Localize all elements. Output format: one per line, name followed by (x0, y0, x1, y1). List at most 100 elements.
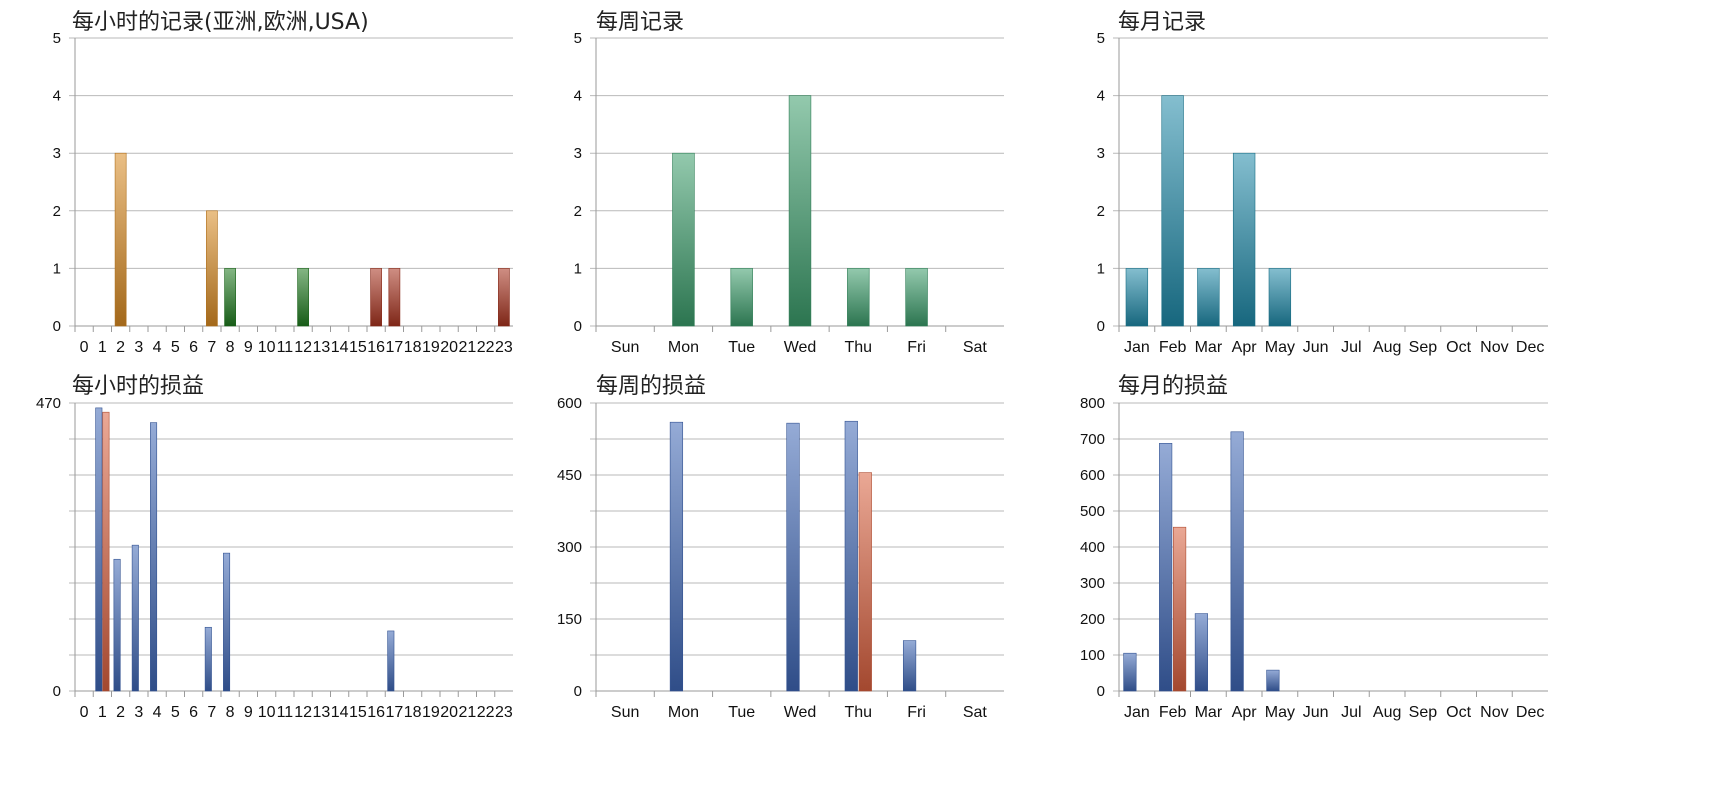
x-tick-label: 9 (244, 339, 253, 356)
x-tick-label: Jan (1124, 339, 1150, 356)
bar (1266, 669, 1280, 692)
y-tick-label: 0 (574, 683, 582, 700)
y-tick-label: 150 (557, 611, 582, 628)
x-tick-label: Fri (907, 704, 926, 721)
x-tick-label: Dec (1516, 339, 1544, 356)
x-tick-label: 21 (458, 339, 476, 356)
x-tick-label: 3 (134, 704, 143, 721)
x-tick-label: Jul (1341, 704, 1361, 721)
x-tick-label: Jun (1303, 704, 1329, 721)
x-tick-label: 14 (331, 339, 349, 356)
x-tick-label: 13 (312, 339, 330, 356)
chart-monthly-records: 0 1 2 3 4 5 Jan Feb Mar Apr May Jun Jul Aug Sep Oct Nov D… (1097, 30, 1548, 356)
x-tick-label: Sun (611, 339, 639, 356)
bar (498, 268, 510, 327)
x-tick-label: 14 (331, 704, 349, 721)
x-tick-label: Dec (1516, 704, 1544, 721)
chart-title: 每小时的记录(亚洲,欧洲,USA) (72, 10, 369, 35)
y-tick-label: 600 (1080, 467, 1105, 484)
x-tick-label: 19 (422, 339, 440, 356)
chart-panel-monthly-records: 每月记录 0 1 2 3 4 5 Jan Feb Mar Apr May Jun Jul Aug Sep Oc… (1097, 0, 1720, 400)
bar (1197, 268, 1220, 327)
x-tick-label: 20 (440, 339, 458, 356)
x-tick-label: 19 (422, 704, 440, 721)
chart-panel-monthly-pnl: 每月的损益 0 100 200 300 400 500 600 700 800 Jan Feb Mar… (1080, 374, 1720, 800)
bar (902, 640, 917, 692)
bar (114, 152, 127, 327)
bar (150, 422, 158, 692)
x-tick-label: Tue (728, 704, 755, 721)
x-tick-label: Mon (668, 704, 699, 721)
x-tick-label: Fri (907, 339, 926, 356)
bar (388, 268, 401, 327)
x-tick-label: Apr (1232, 339, 1258, 356)
y-tick-label: 4 (574, 88, 582, 105)
chart-monthly-pnl: 0 100 200 300 400 500 600 700 800 Jan Feb Mar Apr May… (1080, 395, 1548, 721)
bar (1232, 152, 1256, 327)
x-tick-label: Sep (1409, 339, 1438, 356)
x-tick-label: Jul (1341, 339, 1361, 356)
bar (730, 268, 753, 327)
y-tick-label: 5 (53, 30, 61, 47)
chart-panel-hourly-records: 每小时的记录(亚洲,欧洲,USA) 0 1 2 3 4 5 0 1 2 3 4 5 6 7 8 9 10 11 12… (0, 0, 570, 400)
bar (370, 268, 382, 327)
bar (1125, 268, 1149, 327)
x-tick-label: 22 (477, 339, 495, 356)
bar (847, 268, 870, 327)
y-tick-label: 5 (1097, 30, 1105, 47)
bar (95, 407, 103, 692)
x-tick-label: Apr (1232, 704, 1258, 721)
bar (1194, 613, 1208, 692)
y-tick-label: 700 (1080, 431, 1105, 448)
y-tick-label: 4 (1097, 88, 1105, 105)
x-tick-label: 15 (349, 339, 367, 356)
x-tick-label: 1 (98, 704, 107, 721)
bar (131, 544, 139, 692)
bar (1123, 652, 1137, 692)
chart-panel-weekly-records: 每周记录 0 1 2 3 4 5 Sun Mon Tue Wed Thu Fri Sat (570, 0, 1140, 400)
x-tick-label: 2 (116, 339, 125, 356)
x-tick-label: 20 (440, 704, 458, 721)
bar (1161, 95, 1184, 327)
x-tick-label: Wed (784, 704, 817, 721)
x-tick-label: 8 (226, 339, 235, 356)
y-tick-label: 100 (1080, 647, 1105, 664)
bar (788, 95, 812, 327)
y-tick-label: 2 (53, 203, 61, 220)
x-tick-label: Jan (1124, 704, 1150, 721)
bar (669, 421, 684, 692)
y-tick-label: 800 (1080, 395, 1105, 412)
bar (102, 411, 110, 692)
x-tick-label: Tue (728, 339, 755, 356)
bar (113, 558, 121, 692)
x-tick-label: 7 (207, 704, 216, 721)
chart-panel-hourly-pnl: 每小时的损益 0 470 0 1 2 3 4 5 6 7 8 9 10 11 12 13 14 15 16 17 18 1… (0, 374, 570, 800)
bar (224, 268, 236, 327)
x-tick-label: 5 (171, 704, 180, 721)
x-tick-label: Oct (1446, 704, 1471, 721)
bar (1268, 268, 1292, 327)
x-tick-label: 17 (385, 339, 403, 356)
x-tick-label: 12 (294, 339, 312, 356)
x-tick-label: 3 (134, 339, 143, 356)
x-tick-label: May (1265, 704, 1295, 721)
x-tick-label: 9 (244, 704, 253, 721)
x-tick-label: 0 (80, 704, 89, 721)
bar (858, 472, 872, 692)
x-tick-label: 15 (349, 704, 367, 721)
bar (1230, 431, 1244, 692)
x-tick-label: Wed (784, 339, 817, 356)
y-tick-label: 0 (1097, 318, 1105, 335)
x-tick-label: Aug (1373, 704, 1401, 721)
bar (204, 626, 212, 692)
y-tick-label: 0 (574, 318, 582, 335)
x-tick-label: Sep (1409, 704, 1438, 721)
x-tick-label: 0 (80, 339, 89, 356)
bar (844, 420, 858, 692)
x-tick-label: 16 (367, 704, 385, 721)
x-tick-label: Sat (963, 704, 988, 721)
x-tick-label: 23 (495, 704, 513, 721)
x-tick-label: May (1265, 339, 1295, 356)
